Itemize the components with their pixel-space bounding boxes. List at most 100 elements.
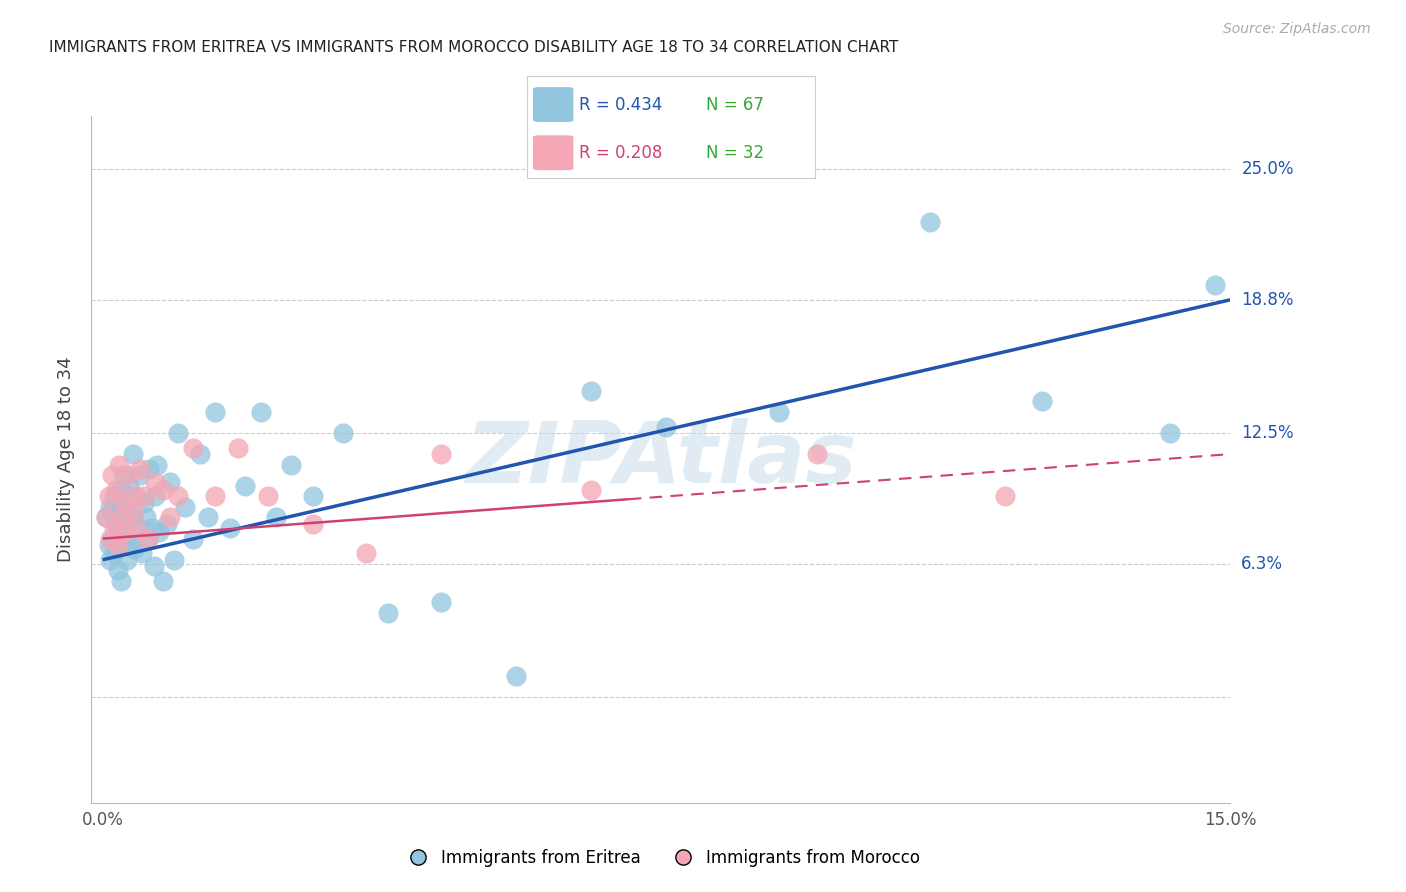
Point — [204, 405, 226, 419]
Point — [97, 538, 120, 552]
Point — [219, 521, 242, 535]
Point — [105, 542, 128, 557]
FancyBboxPatch shape — [533, 87, 574, 122]
Point — [152, 483, 174, 497]
Point — [163, 553, 186, 567]
Point — [1159, 425, 1181, 440]
Point — [138, 462, 160, 476]
Text: ZIPAtlas: ZIPAtlas — [465, 417, 856, 501]
Point — [235, 479, 257, 493]
Point — [129, 468, 152, 483]
Text: R = 0.434: R = 0.434 — [579, 95, 662, 113]
Point — [108, 458, 131, 472]
Point — [97, 489, 120, 503]
Point — [107, 538, 129, 552]
Point — [159, 510, 181, 524]
Point — [98, 500, 121, 514]
Point — [96, 510, 118, 524]
Point — [122, 489, 145, 503]
Point — [101, 532, 124, 546]
Point — [98, 553, 121, 567]
Point — [581, 384, 603, 398]
Text: N = 32: N = 32 — [706, 144, 763, 161]
Point — [96, 510, 118, 524]
FancyBboxPatch shape — [533, 136, 574, 170]
Point — [110, 510, 132, 524]
Point — [128, 521, 150, 535]
Point — [136, 532, 159, 546]
Point — [105, 483, 128, 497]
Point — [114, 525, 136, 540]
Point — [994, 489, 1017, 503]
Point — [377, 606, 399, 620]
Point — [354, 546, 377, 560]
Text: IMMIGRANTS FROM ERITREA VS IMMIGRANTS FROM MOROCCO DISABILITY AGE 18 TO 34 CORRE: IMMIGRANTS FROM ERITREA VS IMMIGRANTS FR… — [49, 40, 898, 55]
Point — [107, 496, 129, 510]
Point — [121, 447, 143, 461]
Point — [141, 521, 163, 535]
Point — [132, 496, 155, 510]
Point — [112, 496, 135, 510]
Point — [142, 559, 165, 574]
Point — [118, 468, 141, 483]
Point — [226, 441, 249, 455]
Point — [105, 516, 128, 531]
Point — [103, 489, 125, 503]
Point — [100, 468, 122, 483]
Point — [249, 405, 271, 419]
Point — [121, 504, 143, 518]
Text: 12.5%: 12.5% — [1241, 424, 1294, 442]
Point — [115, 504, 138, 518]
Point — [136, 532, 159, 546]
Point — [166, 425, 188, 440]
Point — [121, 510, 143, 524]
Point — [264, 510, 287, 524]
Point — [120, 538, 142, 552]
Point — [131, 546, 153, 560]
Text: 18.8%: 18.8% — [1241, 291, 1294, 309]
Point — [110, 574, 132, 588]
Point — [166, 489, 188, 503]
Point — [112, 521, 135, 535]
Y-axis label: Disability Age 18 to 34: Disability Age 18 to 34 — [58, 357, 76, 562]
Point — [159, 475, 181, 489]
Point — [768, 405, 790, 419]
Point — [108, 510, 131, 524]
Point — [110, 483, 132, 497]
Point — [302, 489, 325, 503]
Point — [1031, 394, 1053, 409]
Point — [430, 447, 453, 461]
Point — [332, 425, 354, 440]
Point — [143, 489, 166, 503]
Point — [581, 483, 603, 497]
Point — [197, 510, 219, 524]
Point — [148, 525, 170, 540]
Point — [280, 458, 302, 472]
Text: N = 67: N = 67 — [706, 95, 763, 113]
Text: Source: ZipAtlas.com: Source: ZipAtlas.com — [1223, 22, 1371, 37]
Point — [114, 500, 136, 514]
Point — [108, 525, 131, 540]
Point — [174, 500, 197, 514]
Text: 6.3%: 6.3% — [1241, 555, 1284, 573]
Point — [129, 462, 152, 476]
Point — [125, 489, 148, 503]
Point — [107, 563, 129, 577]
Point — [103, 546, 125, 560]
Point — [114, 532, 136, 546]
Point — [122, 542, 145, 557]
Point — [430, 595, 453, 609]
Point — [257, 489, 280, 503]
Point — [505, 669, 527, 683]
Point — [155, 516, 177, 531]
Point — [135, 510, 157, 524]
Point — [118, 479, 141, 493]
Text: 25.0%: 25.0% — [1241, 160, 1294, 178]
Point — [1204, 278, 1226, 293]
Point — [146, 458, 169, 472]
Point — [302, 516, 325, 531]
Point — [181, 532, 204, 546]
Point — [190, 447, 212, 461]
Point — [918, 214, 941, 228]
Text: R = 0.208: R = 0.208 — [579, 144, 662, 161]
